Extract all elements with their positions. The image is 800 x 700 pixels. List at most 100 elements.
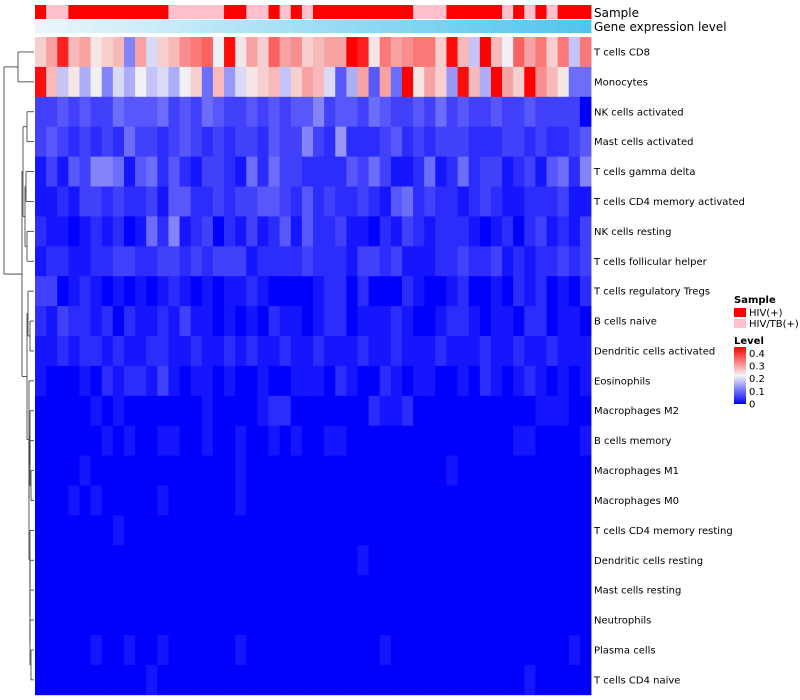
heatmap-cell: [446, 395, 458, 427]
heatmap-cell: [490, 664, 503, 696]
heatmap-cell: [90, 126, 103, 157]
heatmap-cell: [401, 485, 414, 516]
heatmap-cell: [190, 575, 203, 606]
row-label: Dendritic cells resting: [594, 556, 703, 567]
heatmap-cell: [257, 216, 269, 247]
heatmap-cell: [557, 276, 570, 307]
heatmap-cell: [68, 395, 80, 427]
heatmap-cell: [390, 246, 403, 277]
heatmap-cell: [435, 336, 447, 367]
heatmap-cell: [568, 635, 581, 666]
heatmap-cell: [301, 365, 314, 397]
heatmap-cell: [46, 635, 58, 666]
expression-annotation-cell: [390, 20, 403, 33]
heatmap-cell: [579, 306, 592, 337]
heatmap-cell: [413, 66, 425, 98]
row-label: T cells CD8: [593, 48, 650, 59]
heatmap-cell: [246, 395, 258, 427]
expression-annotation-cell: [101, 20, 114, 33]
heatmap-cell: [46, 605, 58, 636]
heatmap-cell: [168, 365, 180, 397]
heatmap-cell: [390, 545, 403, 576]
heatmap-cell: [179, 545, 192, 576]
heatmap-cell: [457, 126, 470, 157]
heatmap-cell: [235, 365, 247, 397]
heatmap-cell: [468, 96, 481, 128]
expression-annotation-cell: [468, 20, 481, 33]
heatmap-cell: [579, 276, 592, 307]
heatmap-cell: [368, 156, 381, 187]
heatmap-cell: [168, 635, 180, 666]
heatmap-cell: [513, 37, 525, 68]
heatmap-cell: [502, 395, 514, 427]
heatmap-cell: [357, 276, 369, 307]
heatmap-cell: [546, 425, 559, 456]
heatmap-cell: [546, 635, 559, 666]
expression-annotation-cell: [457, 20, 470, 33]
heatmap-cell: [401, 455, 414, 486]
heatmap-cell: [46, 186, 58, 217]
heatmap-cell: [179, 276, 192, 307]
heatmap-cell: [446, 66, 458, 98]
heatmap-cell: [324, 605, 336, 636]
heatmap-cell: [35, 336, 47, 367]
heatmap-cell: [368, 664, 381, 696]
heatmap-cell: [46, 126, 58, 157]
heatmap-cell: [90, 306, 103, 337]
sample-annotation-label: Sample: [594, 6, 639, 20]
heatmap-cell: [379, 515, 392, 546]
heatmap-cell: [168, 156, 180, 187]
heatmap-cell: [379, 246, 392, 277]
heatmap-cell: [413, 216, 425, 247]
heatmap-cell: [502, 575, 514, 606]
heatmap-cell: [279, 336, 292, 367]
heatmap-cell: [290, 276, 303, 307]
row-label: Neutrophils: [594, 616, 651, 627]
heatmap-cell: [401, 306, 414, 337]
heatmap-cell: [57, 575, 69, 606]
heatmap-cell: [379, 545, 392, 576]
heatmap-cell: [201, 575, 214, 606]
heatmap-cell: [246, 515, 258, 546]
heatmap-cell: [546, 336, 559, 367]
heatmap-cell: [212, 276, 225, 307]
heatmap-cell: [190, 664, 203, 696]
expression-annotation-cell: [290, 20, 303, 33]
heatmap-cell: [502, 545, 514, 576]
heatmap-cell: [535, 515, 547, 546]
heatmap-cell: [168, 186, 180, 217]
heatmap-cell: [435, 126, 447, 157]
heatmap-cell: [424, 425, 436, 456]
heatmap-cell: [479, 664, 492, 696]
heatmap-cell: [68, 575, 80, 606]
heatmap-cell: [79, 306, 91, 337]
heatmap-cell: [57, 37, 69, 68]
legend-label-hiv-tb: HIV/TB(+): [749, 319, 799, 330]
heatmap-cell: [135, 336, 147, 367]
heatmap-cell: [379, 126, 392, 157]
heatmap-cell: [190, 605, 203, 636]
heatmap-cell: [46, 455, 58, 486]
heatmap-cell: [579, 365, 592, 397]
heatmap-cell: [502, 216, 514, 247]
heatmap-cell: [457, 545, 470, 576]
heatmap-cell: [368, 96, 381, 128]
heatmap-cell: [246, 635, 258, 666]
heatmap-cell: [79, 635, 91, 666]
heatmap-cell: [557, 186, 570, 217]
heatmap-cell: [290, 156, 303, 187]
heatmap-cell: [390, 66, 403, 98]
heatmap-cell: [490, 66, 503, 98]
heatmap-cell: [535, 545, 547, 576]
heatmap-cell: [435, 455, 447, 486]
heatmap-cell: [524, 545, 536, 576]
row-label: T cells CD4 naive: [593, 675, 680, 686]
heatmap-cell: [257, 306, 269, 337]
heatmap-cell: [435, 66, 447, 98]
heatmap-cell: [190, 336, 203, 367]
heatmap-cell: [368, 635, 381, 666]
heatmap-cell: [446, 186, 458, 217]
heatmap-cell: [246, 216, 258, 247]
heatmap-cell: [179, 664, 192, 696]
heatmap-cell: [224, 545, 236, 576]
